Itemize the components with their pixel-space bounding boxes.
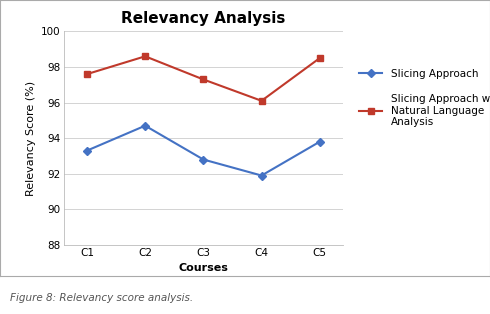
- Title: Relevancy Analysis: Relevancy Analysis: [121, 11, 286, 26]
- Slicing Approach with
Natural Language
Analysis: [142, 54, 148, 58]
- Line: Slicing Approach: Slicing Approach: [84, 123, 322, 178]
- Y-axis label: Relevancy Score (%): Relevancy Score (%): [26, 81, 36, 196]
- Slicing Approach with
Natural Language
Analysis: [259, 99, 265, 103]
- Slicing Approach with
Natural Language
Analysis: [317, 56, 322, 60]
- Slicing Approach with
Natural Language
Analysis: [200, 78, 206, 81]
- Legend: Slicing Approach, Slicing Approach with
Natural Language
Analysis: Slicing Approach, Slicing Approach with …: [359, 69, 490, 127]
- Slicing Approach: [200, 158, 206, 161]
- Slicing Approach: [317, 140, 322, 143]
- Slicing Approach: [84, 149, 90, 153]
- Text: Figure 8: Relevancy score analysis.: Figure 8: Relevancy score analysis.: [10, 293, 193, 303]
- X-axis label: Courses: Courses: [178, 263, 228, 273]
- Slicing Approach: [259, 174, 265, 177]
- Line: Slicing Approach with
Natural Language
Analysis: Slicing Approach with Natural Language A…: [84, 53, 322, 104]
- Slicing Approach: [142, 124, 148, 127]
- Slicing Approach with
Natural Language
Analysis: [84, 72, 90, 76]
